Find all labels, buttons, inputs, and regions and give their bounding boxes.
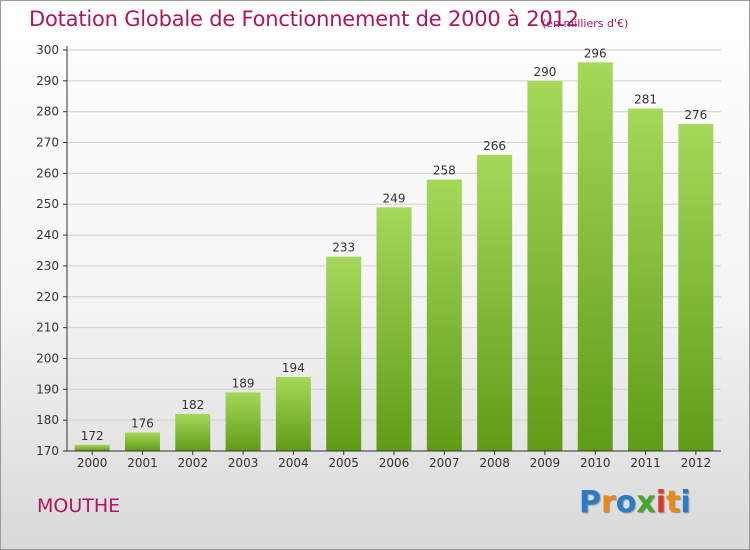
bar <box>426 179 462 452</box>
logo-letter: x <box>636 485 656 520</box>
x-tick-label: 2004 <box>278 456 309 470</box>
bar <box>74 444 110 451</box>
data-label: 296 <box>584 46 607 60</box>
unit-note: (en milliers d'€) <box>542 17 629 30</box>
x-tick-label: 2012 <box>681 456 712 470</box>
data-label: 258 <box>433 164 456 178</box>
bar <box>124 432 160 451</box>
proxiti-logo: Proxiti <box>579 485 691 520</box>
y-tick-label: 300 <box>36 43 59 57</box>
bar <box>577 62 613 451</box>
data-label: 182 <box>181 398 204 412</box>
bar <box>275 376 311 451</box>
x-tick-labels: 2000 2001 2002 2003 2004 2005 2006 2007 2008 2009… <box>77 456 711 470</box>
axes <box>63 46 721 455</box>
data-label: 194 <box>282 361 305 375</box>
bar <box>628 108 664 451</box>
bar <box>175 413 211 451</box>
x-tick-label: 2010 <box>580 456 611 470</box>
logo-letter: r <box>601 485 616 520</box>
y-tick-label: 180 <box>36 413 59 427</box>
data-label: 290 <box>533 65 556 79</box>
data-labels: 172 176 182 189 194 233 249 258 266 290 296 281 276 <box>81 46 708 442</box>
x-tick-label: 2003 <box>228 456 259 470</box>
x-tick-label: 2000 <box>77 456 108 470</box>
y-tick-label: 280 <box>36 105 59 119</box>
data-label: 172 <box>81 429 104 443</box>
logo-letter: i <box>680 485 691 520</box>
x-tick-label: 2002 <box>177 456 208 470</box>
y-tick-label: 220 <box>36 290 59 304</box>
y-tick-label: 290 <box>36 74 59 88</box>
logo-letter: i <box>655 485 667 520</box>
bar <box>376 207 412 451</box>
data-label: 276 <box>684 108 707 122</box>
data-label: 176 <box>131 416 154 430</box>
y-tick-label: 230 <box>36 259 59 273</box>
bar <box>326 256 362 451</box>
logo-letter: P <box>579 485 601 520</box>
chart-title: Dotation Globale de Fonctionnement de 20… <box>29 7 579 31</box>
x-tick-label: 2011 <box>630 456 661 470</box>
data-label: 266 <box>483 139 506 153</box>
x-tick-label: 2005 <box>328 456 359 470</box>
y-tick-label: 270 <box>36 136 59 150</box>
data-label: 281 <box>634 93 657 107</box>
data-label: 249 <box>383 191 406 205</box>
bar <box>527 80 563 451</box>
y-tick-label: 260 <box>36 166 59 180</box>
data-label: 189 <box>232 376 255 390</box>
y-tick-label: 190 <box>36 382 59 396</box>
bar <box>225 392 261 451</box>
x-tick-label: 2001 <box>127 456 158 470</box>
y-tick-label: 210 <box>36 321 59 335</box>
y-tick-labels: 170 180 190 200 210 220 230 240 250 260 270 280 290 3… <box>36 43 59 458</box>
y-tick-label: 170 <box>36 444 59 458</box>
y-tick-label: 250 <box>36 197 59 211</box>
commune-name: MOUTHE <box>37 495 121 517</box>
bars <box>74 62 714 452</box>
logo-letter: t <box>666 485 681 520</box>
x-tick-label: 2008 <box>479 456 510 470</box>
bar <box>477 154 513 451</box>
x-tick-label: 2007 <box>429 456 460 470</box>
y-tick-label: 240 <box>36 228 59 242</box>
bar <box>678 124 714 452</box>
logo-letter: o <box>615 485 637 520</box>
y-tick-label: 200 <box>36 351 59 365</box>
x-tick-label: 2006 <box>379 456 410 470</box>
x-tick-label: 2009 <box>530 456 561 470</box>
data-label: 233 <box>332 241 355 255</box>
